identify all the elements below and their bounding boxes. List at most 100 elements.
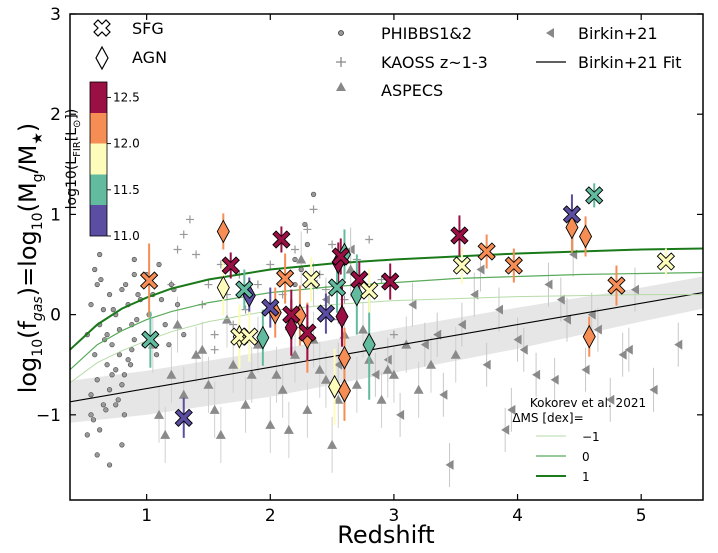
- birkin-point: [631, 284, 640, 295]
- aspecs-point: [172, 319, 183, 329]
- aspecs-point: [450, 349, 461, 359]
- sfg-point: [272, 230, 291, 249]
- kaoss-point: [291, 245, 300, 254]
- phibbs-point: [121, 412, 127, 418]
- sfg-point: [139, 271, 159, 290]
- phibbs-point: [88, 392, 94, 398]
- sfg-point: [656, 252, 676, 271]
- legend-sfg-marker-icon: [93, 19, 111, 37]
- birkin-point: [495, 304, 504, 315]
- birkin-point: [519, 344, 528, 355]
- plot-frame: [69, 13, 704, 501]
- ms-legend-label-0: 0: [582, 450, 590, 464]
- birkin-point: [457, 319, 466, 330]
- agn-point: [337, 378, 351, 403]
- legend-agn-marker-icon: [95, 45, 109, 71]
- aspecs-point: [228, 359, 239, 369]
- legend-birkin-marker-icon: [546, 28, 554, 38]
- birkin-point: [371, 369, 380, 380]
- birkin-point: [674, 339, 683, 350]
- agn-point: [335, 304, 349, 329]
- aspecs-point: [290, 349, 301, 359]
- agn-point: [216, 219, 230, 244]
- phibbs-point: [158, 296, 165, 303]
- ms-legend-label-plus1: 1: [582, 470, 590, 484]
- aspecs-point: [246, 369, 257, 379]
- sfg-point: [282, 305, 301, 324]
- sfg-point: [585, 186, 604, 205]
- aspecs-point: [222, 314, 233, 324]
- phibbs-point: [119, 286, 125, 293]
- legend-kaoss: KAOSS z~1-3: [336, 53, 488, 72]
- sfg-point: [562, 205, 582, 224]
- colorbar-tick-label: 11.0: [113, 229, 140, 243]
- phibbs-point: [109, 372, 115, 378]
- birkin-point: [563, 314, 572, 325]
- y-tick-label: −1: [36, 406, 61, 426]
- kaoss-point: [192, 250, 201, 259]
- birkin-point: [513, 334, 522, 345]
- birkin-point: [470, 289, 479, 300]
- birkin-point: [532, 369, 541, 380]
- phibbs-point: [298, 266, 304, 273]
- ms-curve-1: [70, 247, 703, 351]
- kokorev-sample: [139, 186, 676, 427]
- x-tick-label: 3: [389, 506, 400, 526]
- sfg-point: [450, 226, 469, 245]
- legend-aspecs-label: ASPECS: [381, 81, 443, 100]
- legend-phibbs-label: PHIBBS1&2: [381, 24, 472, 43]
- birkin-fit-line: [70, 292, 703, 403]
- colorbar-ticks: 11.0 11.5 12.0 12.5: [107, 90, 140, 243]
- colorbar-tick-label: 11.5: [113, 183, 140, 197]
- aspecs-point: [209, 404, 220, 414]
- agn-point: [350, 282, 364, 307]
- legend-birkin: Birkin+21: [546, 24, 658, 43]
- phibbs-point: [113, 402, 119, 408]
- y-tick-label: 1: [50, 205, 61, 225]
- sfg-point: [240, 327, 259, 346]
- main-sequence-curves: [70, 247, 703, 403]
- birkin-point: [556, 294, 565, 305]
- birkin-point: [433, 329, 442, 340]
- phibbs-point: [153, 352, 160, 358]
- phibbs-point: [110, 307, 116, 313]
- x-tick-label: 5: [636, 506, 647, 526]
- kaoss-point: [241, 305, 250, 314]
- phibbs-point: [168, 281, 174, 288]
- agn-point: [582, 324, 596, 349]
- aspecs-point: [413, 384, 424, 394]
- kaoss-point: [185, 215, 194, 224]
- sfg-point: [504, 256, 523, 275]
- birkin-point: [482, 359, 491, 370]
- phibbs-point: [88, 412, 94, 418]
- phibbs-point: [304, 241, 310, 248]
- ms-curve-0: [70, 271, 703, 371]
- phibbs-point: [129, 347, 135, 353]
- phibbs-point: [97, 251, 103, 258]
- x-tick-label: 4: [512, 506, 523, 526]
- phibbs-point: [119, 382, 125, 388]
- sfg-point: [221, 256, 240, 275]
- phibbs-point: [92, 266, 98, 273]
- birkin-point: [624, 344, 633, 355]
- aspecs-point: [333, 394, 344, 404]
- y-tick-label: 3: [50, 5, 61, 25]
- birkin-point: [587, 309, 596, 320]
- phibbs-point: [84, 432, 90, 438]
- legend-phibbs: PHIBBS1&2: [338, 24, 472, 43]
- colorbar-scale: [89, 81, 108, 237]
- sfg-point: [316, 304, 336, 323]
- kaoss-point: [229, 320, 238, 329]
- sfg-point: [298, 323, 317, 342]
- aspecs-point: [154, 409, 165, 419]
- phibbs-point: [113, 367, 119, 373]
- birkin-fit-band: [70, 276, 703, 423]
- phibbs-point: [131, 256, 137, 263]
- birkin-point: [593, 324, 602, 335]
- agn-point: [256, 325, 270, 350]
- phibbs-point: [88, 301, 94, 308]
- sfg-point: [261, 298, 280, 317]
- kaoss-point: [204, 280, 213, 289]
- legend-kaoss-label: KAOSS z~1-3: [381, 53, 488, 72]
